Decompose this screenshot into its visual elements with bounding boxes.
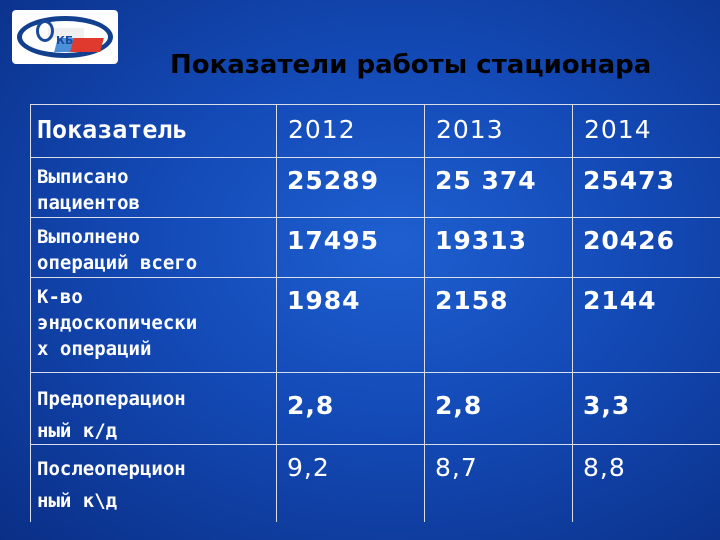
table-header-year: 2013 bbox=[425, 104, 573, 158]
indicators-table: Показатель 2012 2013 2014 Выписано пацие… bbox=[30, 104, 720, 522]
logo-flag-white-stripe bbox=[48, 28, 84, 38]
logo-text: КБ bbox=[56, 34, 74, 47]
row-label: К-во эндоскопически х операций bbox=[30, 278, 277, 373]
table-cell-value: 9,2 bbox=[277, 445, 425, 522]
table-cell-value: 8,7 bbox=[425, 445, 573, 522]
table-cell-value: 3,3 bbox=[573, 373, 720, 445]
row-label-line: Послеоперцион bbox=[37, 458, 186, 480]
table-cell-value: 2144 bbox=[573, 278, 720, 373]
row-label-line: пациентов bbox=[37, 192, 140, 214]
table-header-year: 2012 bbox=[277, 104, 425, 158]
table-header-indicator: Показатель bbox=[30, 104, 277, 158]
row-label: Выполнено операций всего bbox=[30, 218, 277, 278]
logo-caduceus-icon bbox=[36, 20, 54, 42]
logo-flag-red-stripe bbox=[70, 38, 104, 52]
row-label-line: Выполнено bbox=[37, 226, 140, 248]
row-label: Предоперацион ный к/д bbox=[30, 373, 277, 445]
row-label-line: Предоперацион bbox=[37, 388, 186, 410]
table-cell-value: 2,8 bbox=[425, 373, 573, 445]
row-label-line: Выписано bbox=[37, 166, 129, 188]
hospital-logo: КБ bbox=[12, 10, 118, 64]
table-cell-value: 20426 bbox=[573, 218, 720, 278]
table-cell-value: 25289 bbox=[277, 158, 425, 218]
table-cell-value: 25 374 bbox=[425, 158, 573, 218]
table-cell-value: 19313 bbox=[425, 218, 573, 278]
table-cell-value: 2158 bbox=[425, 278, 573, 373]
table-header-year: 2014 bbox=[573, 104, 720, 158]
row-label: Выписано пациентов bbox=[30, 158, 277, 218]
slide-title: Показатели работы стационара bbox=[170, 50, 652, 80]
row-label-line: х операций bbox=[37, 338, 152, 360]
table-cell-value: 2,8 bbox=[277, 373, 425, 445]
table-cell-value: 17495 bbox=[277, 218, 425, 278]
row-label-line: К-во bbox=[37, 286, 83, 308]
row-label: Послеоперцион ный к\д bbox=[30, 445, 277, 522]
table-cell-value: 8,8 bbox=[583, 453, 626, 482]
row-label-line: ный к\д bbox=[37, 490, 118, 512]
row-label-line: операций всего bbox=[37, 252, 198, 274]
row-label-line: эндоскопически bbox=[37, 312, 198, 334]
row-label-line: ный к/д bbox=[37, 420, 118, 442]
table-cell-value: 1984 bbox=[277, 278, 425, 373]
table-cell-value: 25473 bbox=[573, 158, 720, 218]
